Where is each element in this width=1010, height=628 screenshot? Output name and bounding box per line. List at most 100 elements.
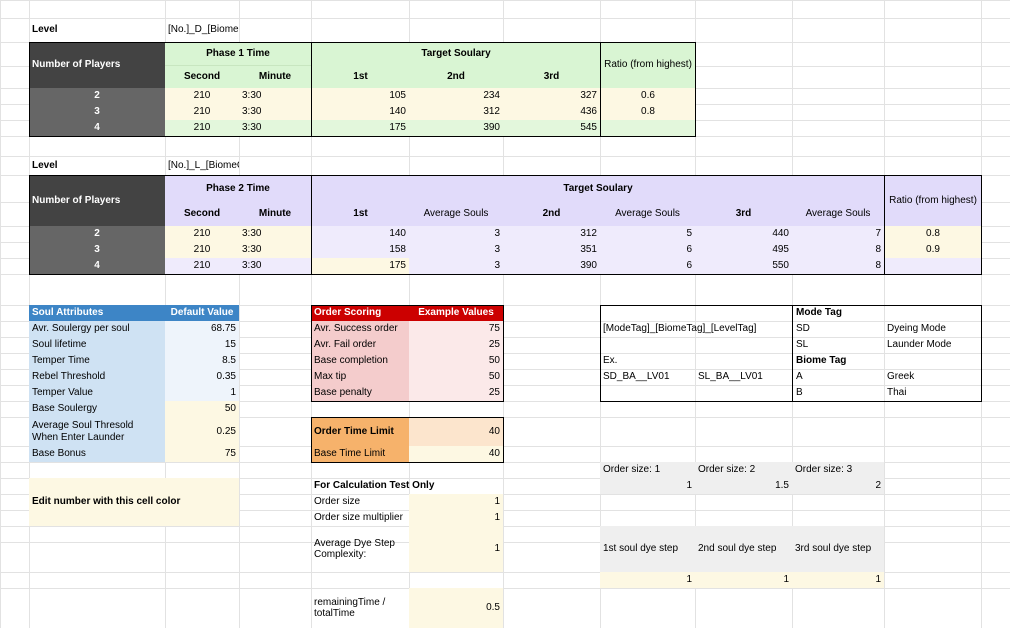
second-value[interactable]: 210 [165,242,239,258]
soul-attribute-label[interactable]: Avr. Soulergy per soul [29,321,165,337]
ratio-value[interactable]: 0.8 [884,226,981,242]
average-souls-value[interactable]: 3 [409,226,503,242]
order-scoring-value[interactable]: 75 [409,321,503,337]
minute-value[interactable]: 3:30 [239,242,311,258]
average-souls-value[interactable]: 3 [409,242,503,258]
soul-attribute-value[interactable]: 68.75 [165,321,239,337]
base-time-limit-label[interactable]: Base Time Limit [311,446,409,462]
third-header[interactable]: 3rd [503,66,600,88]
first-value[interactable]: 175 [311,258,409,274]
minute-value[interactable]: 3:30 [239,88,311,104]
order-scoring-label[interactable]: Base penalty [311,385,409,401]
first-value[interactable]: 158 [311,242,409,258]
first-value[interactable]: 175 [311,120,409,136]
dye-step-value[interactable]: 1 [792,572,884,588]
target-soulary-header[interactable]: Target Soulary [311,175,884,202]
soul-attribute-label[interactable]: Temper Time [29,353,165,369]
order-size-label[interactable]: Order size: 1 [600,462,695,478]
calc-value[interactable]: 1 [409,510,503,526]
third-value[interactable]: 495 [695,242,792,258]
mode-tag-code[interactable]: SL [792,337,884,353]
players-header[interactable]: Number of Players [29,175,165,226]
soul-attribute-value[interactable]: 8.5 [165,353,239,369]
average-souls-value[interactable]: 6 [600,242,695,258]
first-header[interactable]: 1st [311,66,409,88]
ratio-value[interactable] [884,258,981,274]
biome-tag-code[interactable]: B [792,385,884,401]
soul-attribute-label[interactable]: Rebel Threshold [29,369,165,385]
order-scoring-value[interactable]: 25 [409,337,503,353]
dye-step-label[interactable]: 2nd soul dye step [695,526,792,572]
third-value[interactable]: 545 [503,120,600,136]
first-value[interactable]: 140 [311,104,409,120]
average-souls-value[interactable]: 7 [792,226,884,242]
order-scoring-value[interactable]: 50 [409,369,503,385]
calc-label[interactable]: Order size [314,496,361,508]
average-souls-value[interactable]: 6 [600,258,695,274]
order-scoring-value[interactable]: 25 [409,385,503,401]
average-souls-value[interactable]: 8 [792,258,884,274]
average-souls-value[interactable]: 3 [409,258,503,274]
players-value[interactable]: 3 [29,104,165,120]
default-value-header[interactable]: Default Value [165,305,239,321]
dye-step-label[interactable]: 3rd soul dye step [792,526,884,572]
soul-attribute-value[interactable]: 1 [165,385,239,401]
soul-attribute-value[interactable]: 15 [165,337,239,353]
average-souls-header[interactable]: Average Souls [792,202,884,226]
average-souls-header[interactable]: Average Souls [409,202,503,226]
order-size-value[interactable]: 2 [792,478,884,494]
order-size-value[interactable]: 1 [600,478,695,494]
second-place-header[interactable]: 2nd [503,202,600,226]
soul-attribute-value[interactable]: 50 [165,401,239,417]
calc-value[interactable]: 1 [409,494,503,510]
level-label[interactable]: Level [32,24,58,36]
first-header[interactable]: 1st [311,202,409,226]
biome-tag-name[interactable]: Thai [887,387,907,399]
dye-step-value[interactable]: 1 [695,572,792,588]
example-label[interactable]: Ex. [603,355,618,367]
first-value[interactable]: 105 [311,88,409,104]
players-header[interactable]: Number of Players [29,42,165,88]
players-value[interactable]: 4 [29,258,165,274]
ratio-header[interactable]: Ratio (from highest) [600,42,695,88]
order-size-label[interactable]: Order size: 3 [792,462,884,478]
order-scoring-value[interactable]: 50 [409,353,503,369]
order-time-limit-value[interactable]: 40 [409,417,503,446]
soul-attribute-value[interactable]: 0.25 [165,417,239,446]
biome-tag-header[interactable]: Biome Tag [792,353,884,369]
second-value[interactable]: 210 [165,88,239,104]
third-value[interactable]: 327 [503,88,600,104]
minute-value[interactable]: 3:30 [239,104,311,120]
first-value[interactable]: 140 [311,226,409,242]
mode-tag-name[interactable]: Launder Mode [887,339,952,351]
calc-label[interactable]: remainingTime / totalTime [314,596,386,620]
dye-step-value[interactable]: 1 [600,572,695,588]
minute-value[interactable]: 3:30 [239,120,311,136]
players-value[interactable]: 4 [29,120,165,136]
second-value[interactable]: 210 [165,258,239,274]
third-value[interactable]: 436 [503,104,600,120]
example-tag[interactable]: SL_BA__LV01 [698,371,763,383]
third-header[interactable]: 3rd [695,202,792,226]
example-tag[interactable]: SD_BA__LV01 [603,371,670,383]
players-value[interactable]: 2 [29,226,165,242]
soul-attribute-label[interactable]: Average Soul Thresold When Enter Launder [29,417,165,446]
minute-header[interactable]: Minute [239,66,311,88]
calc-header[interactable]: For Calculation Test Only [314,480,435,492]
soul-attribute-label[interactable]: Soul lifetime [29,337,165,353]
calc-value[interactable]: 1 [409,526,503,572]
legend-cell[interactable]: Edit number with this cell color [29,478,239,526]
order-scoring-label[interactable]: Base completion [311,353,409,369]
second-place-header[interactable]: 2nd [409,66,503,88]
minute-value[interactable]: 3:30 [239,258,311,274]
phase-time-header[interactable]: Phase 2 Time [165,175,311,202]
mode-tag-name[interactable]: Dyeing Mode [887,323,946,335]
soul-attribute-value[interactable]: 75 [165,446,239,462]
ratio-header[interactable]: Ratio (from highest) [884,175,981,226]
level-label[interactable]: Level [32,159,58,171]
second-header[interactable]: Second [165,202,239,226]
average-souls-value[interactable]: 8 [792,242,884,258]
order-size-value[interactable]: 1.5 [695,478,792,494]
soul-attribute-label[interactable]: Base Soulergy [29,401,165,417]
